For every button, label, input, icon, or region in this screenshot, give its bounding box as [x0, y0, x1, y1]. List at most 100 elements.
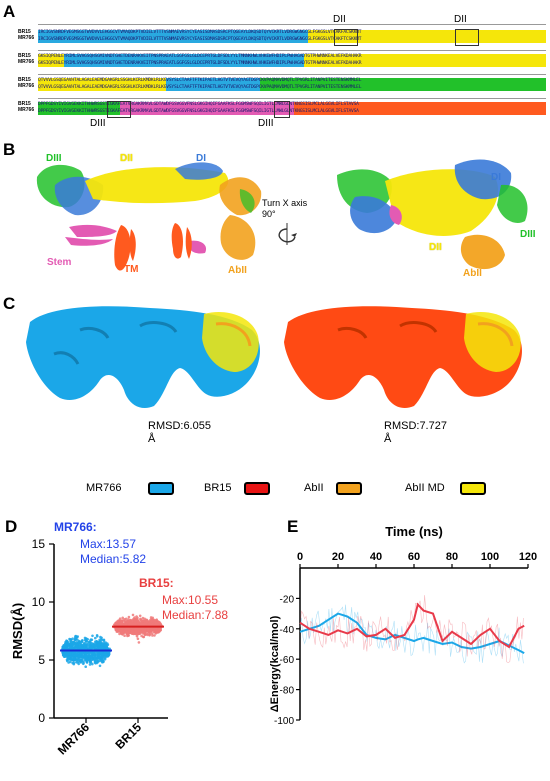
data-point: [91, 642, 95, 646]
data-point: [153, 634, 156, 637]
data-point: [127, 623, 131, 626]
box: [334, 29, 358, 46]
swarm-mr766: [61, 634, 112, 668]
br15-surface: [284, 306, 522, 409]
data-point: [73, 641, 77, 645]
data-point: [106, 643, 110, 647]
rmsd-distribution-chart: 0 5 10 15 RMSD(Å) MR766 BR15: [10, 537, 168, 757]
data-point: [131, 613, 135, 617]
y-tick-label: -20: [280, 594, 295, 605]
data-point: [125, 623, 128, 626]
panel-letter-a: A: [3, 2, 16, 21]
seq-block-di: [64, 54, 304, 67]
data-point: [133, 616, 136, 619]
seq-block-di: [166, 78, 260, 91]
data-point: [92, 652, 96, 656]
data-point: [117, 620, 120, 624]
chart-title: Time (ns): [385, 524, 443, 539]
x-tick-label: 40: [370, 551, 382, 563]
seq-block-dii: [38, 78, 166, 91]
data-point: [88, 654, 91, 657]
data-point: [79, 653, 82, 657]
data-point: [98, 638, 101, 642]
data-point: [89, 642, 92, 646]
data-point: [82, 647, 85, 650]
energy-timeseries-chart: Time (ns) 0 20 40 60 80 100 120 -20 -40 -60 -80 -100…: [270, 524, 537, 727]
legend-label-br15: BR15: [204, 482, 232, 494]
label-abii-right: AbII: [463, 268, 482, 279]
smoothed-line: [299, 602, 525, 649]
seq-block-abii: [294, 102, 546, 115]
data-point: [76, 661, 79, 664]
data-point: [115, 621, 118, 625]
seq-block-stem: [120, 102, 294, 115]
data-point: [69, 639, 73, 642]
data-point: [100, 652, 103, 656]
box: [274, 101, 290, 118]
box: [455, 29, 479, 46]
data-point: [126, 633, 129, 636]
legend-label-abii: AbII: [304, 482, 324, 494]
data-point: [151, 619, 155, 623]
data-point: [85, 659, 89, 663]
seq-block-dii: [304, 54, 546, 67]
data-point: [120, 631, 124, 634]
data-point: [83, 636, 87, 640]
data-point: [89, 661, 93, 664]
data-point: [134, 629, 138, 633]
data-point: [121, 616, 124, 620]
y-tick-label: 15: [32, 537, 46, 551]
data-point: [144, 627, 147, 631]
y-axis-label: RMSD(Å): [10, 603, 25, 659]
data-point: [94, 662, 97, 665]
data-point: [99, 635, 102, 639]
data-point: [65, 644, 68, 648]
x-tick-label: BR15: [113, 720, 145, 752]
data-point: [73, 637, 77, 641]
data-point: [87, 640, 90, 644]
data-point: [143, 617, 146, 621]
swarm-br15: [113, 613, 163, 644]
data-point: [61, 653, 65, 657]
data-point: [82, 662, 85, 666]
ruler-line: [38, 24, 546, 29]
panel-letter-b: B: [3, 140, 16, 159]
data-point: [85, 647, 88, 650]
data-point: [93, 643, 97, 647]
data-point: [138, 632, 142, 635]
data-point: [140, 634, 143, 638]
label-diii-left: DIII: [46, 153, 62, 164]
data-point: [80, 639, 84, 643]
data-point: [144, 619, 147, 623]
data-point: [97, 643, 101, 646]
data-point: [84, 656, 88, 659]
rmsd-mr766: RMSD:6.055 Å: [148, 420, 211, 445]
legend-swatch-abii: [336, 482, 362, 495]
data-point: [118, 617, 122, 620]
seq-block-di: [38, 30, 308, 43]
data-point: [150, 632, 154, 635]
data-point: [141, 628, 144, 631]
data-point: [69, 646, 72, 649]
br15-title: BR15:: [139, 576, 174, 590]
data-point: [143, 631, 147, 635]
label-di-left: DI: [196, 153, 206, 164]
label-dii-right: DII: [429, 242, 442, 253]
domain-label-diii: DIII: [258, 118, 274, 129]
data-point: [156, 621, 159, 625]
legend-swatch-abii-md: [460, 482, 486, 495]
data-point: [148, 634, 151, 637]
data-point: [119, 619, 123, 623]
data-point: [104, 645, 107, 648]
data-point: [136, 616, 139, 620]
data-point: [95, 634, 99, 637]
data-point: [84, 638, 88, 642]
data-point: [115, 629, 118, 632]
y-tick-label: -100: [274, 716, 294, 727]
legend-label-abii-md: AbII MD: [405, 482, 445, 494]
seq-block-diii: [260, 78, 546, 91]
box: [107, 101, 131, 118]
data-point: [124, 628, 127, 632]
legend-swatch-br15: [244, 482, 270, 495]
data-point: [139, 617, 142, 621]
